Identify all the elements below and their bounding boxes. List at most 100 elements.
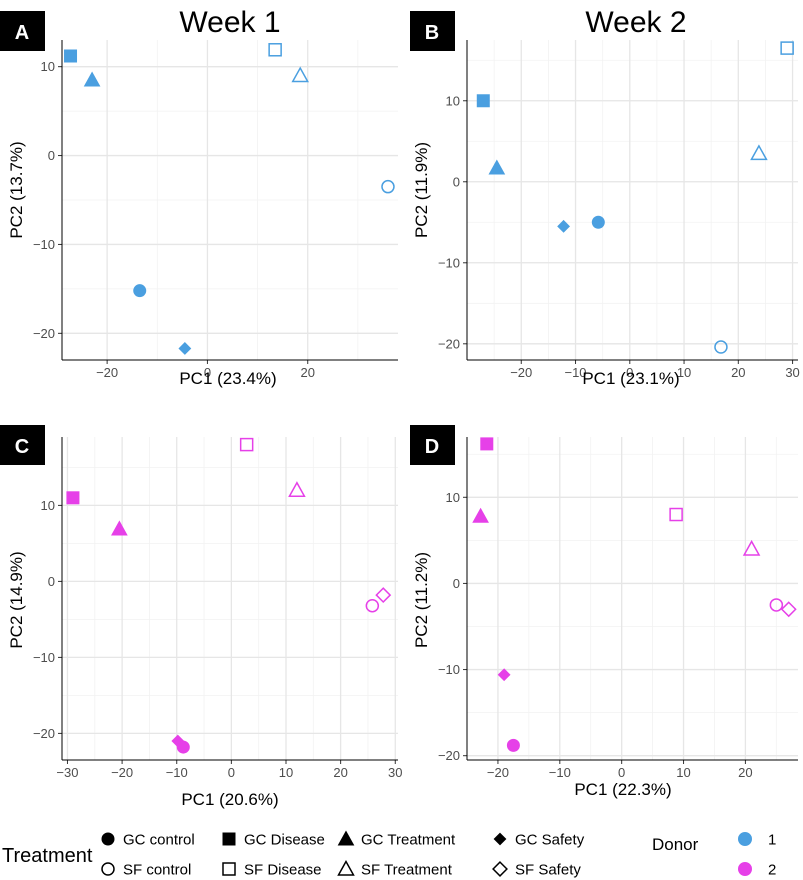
panel-b-xtick-label: 10: [677, 365, 691, 380]
panel-c-ylabel: PC2 (14.9%): [7, 551, 26, 648]
panel-b-xtick-label: 0: [626, 365, 633, 380]
panel-d-point-sf-disease: [669, 507, 683, 522]
panel-c-xtick-label: −20: [111, 765, 133, 780]
panel-c-point-gc-control: [176, 740, 190, 754]
legend-label-sf-treatment: SF Treatment: [361, 862, 453, 879]
legend-marker-sf-disease: [222, 862, 236, 876]
legend-marker-gc-treatment: [337, 830, 355, 846]
panel-d-ytick-label: 10: [446, 490, 460, 505]
panel-b-ytick-label: 0: [453, 174, 460, 189]
panel-c-xtick-label: 10: [279, 765, 293, 780]
panel-b-tag-label: B: [425, 22, 439, 44]
panel-a-tag-label: A: [15, 22, 29, 44]
legend-donor-marker-2: [738, 862, 752, 876]
legend-marker-gc-safety: [493, 832, 507, 846]
panel-c-xtick-label: −10: [166, 765, 188, 780]
legend-marker-sf-safety: [492, 861, 508, 877]
panel-d-xtick-label: 10: [676, 765, 690, 780]
legend-donor-marker-1: [738, 832, 752, 846]
panel-d-point-gc-disease: [480, 437, 494, 451]
panel-b-point-gc-disease: [476, 94, 490, 108]
panel-a-xtick-label: 20: [300, 365, 314, 380]
panel-a-ylabel: PC2 (13.7%): [7, 141, 26, 238]
panel-d-tag-label: D: [425, 436, 439, 458]
panel-b-xlabel: PC1 (23.1%): [582, 369, 679, 388]
panel-b-xtick-label: −20: [510, 365, 532, 380]
panel-a-ytick-label: 0: [48, 148, 55, 163]
panel-c-ytick-label: 10: [41, 498, 55, 513]
panel-d-point-gc-control: [506, 738, 520, 752]
legend-label-gc-control: GC control: [123, 832, 195, 849]
panel-b-ytick-label: 10: [446, 93, 460, 108]
legend-treatment-title: Treatment: [2, 845, 93, 867]
panel-b-xtick-label: −10: [564, 365, 586, 380]
panel-d: D −20 −10 0 10 20 −20 −10 0 10 PC1 (22.3%) PC2 (…: [410, 425, 798, 799]
panel-c-point-sf-disease: [239, 437, 254, 452]
panel-b-point-gc-treatment: [488, 159, 506, 175]
panel-c-xtick-label: −30: [56, 765, 78, 780]
panel-d-point-sf-safety: [780, 601, 797, 618]
legend-donor-title: Donor: [652, 835, 699, 854]
panel-a-tag: [0, 11, 45, 51]
panel-d-xtick-label: −20: [487, 765, 509, 780]
panel-c-xtick-label: 20: [333, 765, 347, 780]
panel-a-ytick-label: −10: [33, 237, 55, 252]
week-1-title: Week 1: [179, 6, 280, 39]
panel-b-ytick-label: −20: [438, 336, 460, 351]
legend-label-sf-disease: SF Disease: [244, 862, 322, 879]
panel-c-ytick-label: −20: [33, 726, 55, 741]
panel-b-ytick-label: −10: [438, 255, 460, 270]
panel-b-point-gc-control: [591, 215, 605, 229]
legend: Treatment GC control GC Disease GC Treatme…: [2, 830, 776, 879]
panel-d-ytick-label: 0: [453, 576, 460, 591]
panel-b-point-gc-safety: [557, 219, 570, 233]
panel-d-xtick-label: 20: [738, 765, 752, 780]
panel-c-point-gc-treatment: [111, 520, 128, 536]
legend-label-gc-safety: GC Safety: [515, 832, 585, 849]
panel-c-tag-label: C: [15, 436, 29, 458]
panel-a-ytick-label: 10: [41, 59, 55, 74]
legend-marker-gc-disease: [222, 832, 236, 846]
panel-a-ytick-label: −20: [33, 326, 55, 341]
panel-b: B −20 −10 0 10 20 30 −20 −10 0 10 PC1 (23.1%) PC2…: [410, 11, 800, 388]
panel-d-point-gc-treatment: [472, 507, 489, 523]
legend-donor-label-1: 1: [768, 832, 776, 849]
panel-d-xtick-label: 0: [618, 765, 625, 780]
panel-c-point-sf-control: [365, 598, 380, 613]
panel-d-ytick-label: −10: [438, 662, 460, 677]
panel-b-xtick-label: 30: [785, 365, 799, 380]
panel-b-point-sf-treatment: [750, 144, 768, 161]
panel-a-point-gc-safety: [178, 342, 192, 355]
legend-marker-sf-control: [101, 862, 115, 876]
panel-d-point-sf-treatment: [742, 539, 761, 556]
legend-label-gc-treatment: GC Treatment: [361, 832, 456, 849]
panel-c-ytick-label: −10: [33, 650, 55, 665]
legend-donor-label-2: 2: [768, 862, 776, 879]
panel-b-point-sf-control: [714, 340, 728, 354]
panel-c-xtick-label: 30: [388, 765, 402, 780]
legend-label-sf-safety: SF Safety: [515, 862, 581, 879]
panel-a-xtick-label: 0: [204, 365, 211, 380]
panel-d-ylabel: PC2 (11.2%): [412, 552, 431, 648]
panel-a-point-gc-treatment: [83, 71, 101, 87]
panel-b-point-sf-disease: [780, 41, 794, 55]
panel-c-tag: [0, 425, 45, 465]
panel-d-ytick-label: −20: [438, 748, 460, 763]
legend-label-gc-disease: GC Disease: [244, 832, 325, 849]
panel-c-ytick-label: 0: [48, 574, 55, 589]
panel-b-ylabel: PC2 (11.9%): [412, 142, 431, 238]
panel-a-xlabel: PC1 (23.4%): [179, 369, 276, 388]
panel-a-point-sf-control: [381, 179, 395, 194]
panel-c-xlabel: PC1 (20.6%): [181, 790, 278, 809]
legend-marker-gc-control: [101, 832, 115, 846]
panel-c-point-sf-safety: [375, 587, 392, 604]
panel-a: A −20 0 20 −20 −10 0 10 PC1 (23.4%) PC2 (13.7%…: [0, 11, 398, 388]
week-2-title: Week 2: [585, 6, 686, 39]
panel-a-point-gc-control: [133, 284, 147, 298]
panel-d-xlabel: PC1 (22.3%): [574, 780, 671, 799]
panel-d-point-gc-safety: [497, 668, 511, 682]
panel-b-xtick-label: 20: [731, 365, 745, 380]
panel-d-point-sf-control: [769, 598, 784, 612]
panel-a-xtick-label: −20: [96, 365, 118, 380]
